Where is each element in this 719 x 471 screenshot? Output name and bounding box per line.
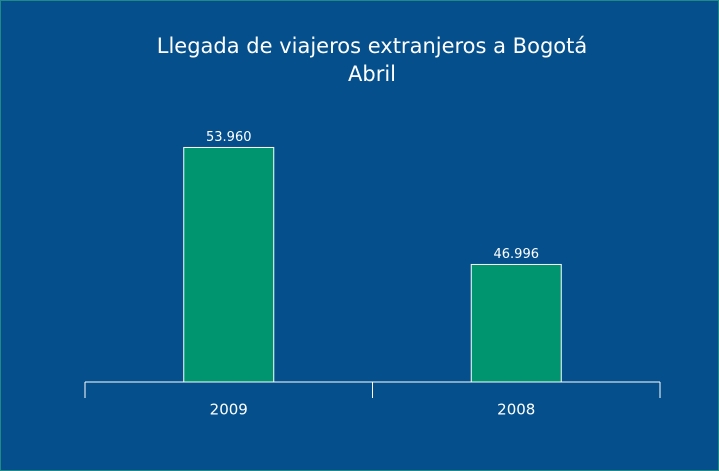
bar — [470, 263, 562, 383]
x-tick-label: 2009 — [210, 401, 248, 419]
bar — [183, 146, 275, 383]
data-label: 46.996 — [494, 247, 540, 262]
x-tick-label: 2008 — [497, 401, 535, 419]
chart-subtitle: Abril — [348, 62, 396, 86]
chart-title: Llegada de viajeros extranjeros a Bogotá — [157, 34, 587, 58]
data-label: 53.960 — [206, 130, 252, 145]
